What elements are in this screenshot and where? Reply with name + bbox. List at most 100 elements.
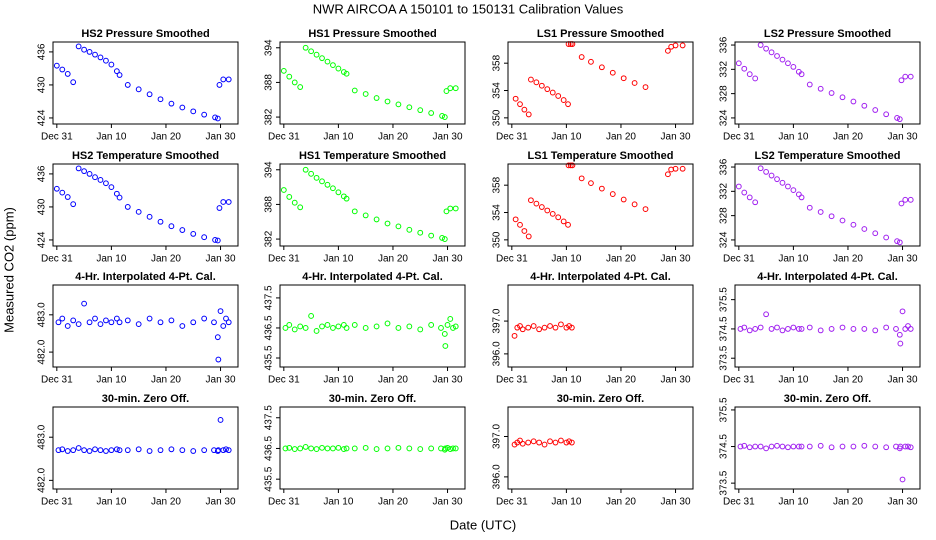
- data-point: [168, 446, 175, 453]
- data-point: [905, 443, 911, 450]
- data-point: [319, 55, 325, 62]
- data-point: [59, 189, 66, 196]
- data-point: [308, 170, 315, 177]
- y-tick-label: 374.5: [719, 316, 730, 341]
- data-point: [313, 174, 320, 181]
- data-point: [642, 206, 649, 213]
- y-tick-label: 437.5: [264, 285, 275, 310]
- data-point: [406, 323, 413, 330]
- data-point: [362, 212, 369, 219]
- data-point: [340, 446, 347, 452]
- data-point: [828, 444, 835, 451]
- panel-title: LS1 Pressure Smoothed: [537, 28, 664, 40]
- data-point: [779, 443, 786, 450]
- data-point: [108, 447, 115, 454]
- y-tick-label: 436.5: [264, 315, 275, 340]
- data-point: [146, 315, 153, 322]
- x-tick-label: Jan 30: [433, 375, 463, 386]
- data-point: [567, 162, 574, 169]
- data-point: [902, 443, 909, 450]
- data-point: [883, 234, 890, 241]
- data-point: [450, 445, 456, 452]
- data-point: [280, 67, 287, 74]
- x-tick-label: Jan 20: [606, 254, 636, 265]
- data-point: [443, 88, 450, 94]
- data-point: [902, 73, 909, 80]
- data-point: [225, 199, 232, 205]
- data-point: [286, 444, 293, 451]
- x-tick-label: Jan 30: [888, 497, 918, 508]
- x-tick-label: Dec 31: [496, 132, 528, 143]
- x-tick-label: Jan 10: [96, 375, 126, 386]
- x-tick-label: Jan 20: [833, 254, 863, 265]
- data-point: [103, 57, 109, 64]
- y-tick-label: 336: [719, 158, 730, 175]
- data-point: [214, 334, 221, 341]
- data-point: [384, 98, 391, 105]
- data-point: [157, 96, 164, 103]
- y-tick-label: 324: [719, 231, 730, 248]
- data-point: [883, 444, 890, 451]
- data-point: [302, 325, 309, 331]
- data-point: [335, 444, 342, 451]
- data-point: [679, 165, 686, 172]
- data-point: [223, 446, 229, 453]
- data-point: [785, 326, 791, 332]
- data-point: [113, 315, 120, 322]
- x-tick-label: Jan 20: [378, 132, 408, 143]
- x-tick-label: Jan 20: [606, 497, 636, 508]
- x-tick-label: Jan 30: [433, 132, 463, 143]
- data-point: [302, 44, 309, 51]
- data-point: [395, 101, 402, 108]
- data-point: [146, 91, 153, 98]
- data-point: [850, 221, 857, 228]
- plot-frame: [279, 284, 466, 368]
- data-point: [795, 326, 802, 332]
- data-point: [872, 443, 879, 450]
- data-point: [555, 214, 562, 221]
- data-point: [746, 194, 753, 201]
- x-tick-label: Dec 31: [496, 375, 528, 386]
- data-point: [512, 216, 519, 223]
- data-point: [92, 446, 98, 453]
- data-point: [81, 46, 88, 53]
- data-point: [103, 448, 109, 454]
- data-point: [774, 176, 780, 183]
- data-point: [313, 446, 320, 452]
- y-tick-label: 482.0: [37, 467, 48, 492]
- x-tick-label: Jan 20: [606, 132, 636, 143]
- data-point: [395, 223, 402, 230]
- data-point: [179, 323, 186, 329]
- x-tick-label: Dec 31: [268, 497, 300, 508]
- data-point: [907, 73, 914, 80]
- data-point: [560, 218, 567, 225]
- data-point: [757, 324, 764, 331]
- data-point: [157, 319, 164, 326]
- x-tick-label: Jan 20: [833, 132, 863, 143]
- plot-frame: [507, 284, 694, 368]
- data-point: [92, 51, 98, 58]
- data-point: [850, 98, 857, 105]
- x-tick-label: Dec 31: [496, 254, 528, 265]
- data-point: [53, 185, 60, 192]
- data-point: [538, 204, 545, 210]
- data-point: [763, 45, 770, 52]
- data-point: [757, 165, 764, 172]
- data-point: [560, 97, 567, 103]
- data-point: [217, 417, 224, 423]
- data-point: [672, 42, 679, 49]
- plot-frame: [507, 163, 694, 247]
- data-point: [442, 343, 449, 349]
- data-point: [81, 300, 88, 307]
- data-point: [86, 171, 93, 177]
- panel-title: 4-Hr. Interpolated 4-Pt. Cal.: [757, 271, 898, 283]
- data-point: [417, 107, 424, 114]
- data-point: [664, 47, 671, 54]
- panel-title: 30-min. Zero Off.: [784, 393, 871, 405]
- data-point: [872, 230, 879, 237]
- data-point: [297, 84, 304, 90]
- data-point: [798, 71, 805, 78]
- x-tick-label: Jan 10: [551, 497, 581, 508]
- data-point: [438, 325, 444, 331]
- x-tick-label: Jan 30: [661, 375, 691, 386]
